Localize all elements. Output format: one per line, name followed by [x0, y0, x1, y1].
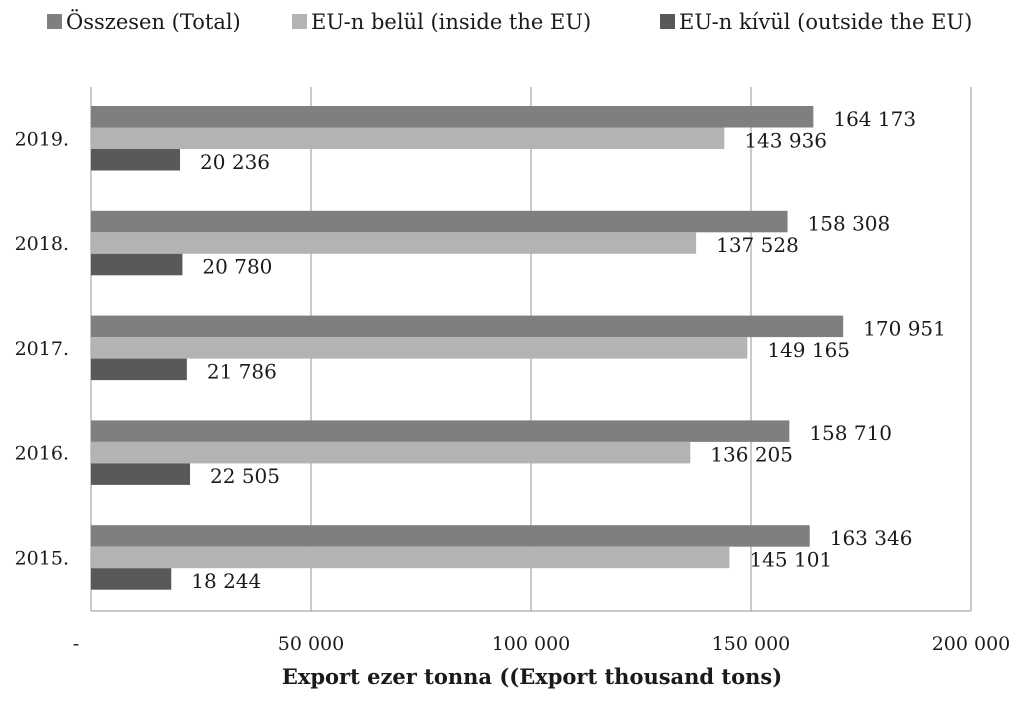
bar-2-3 [91, 253, 183, 276]
bar-5-1 [91, 525, 810, 547]
bar-4-1 [91, 420, 790, 442]
bar-3-3 [91, 358, 187, 381]
data-label-3-3: 21 786 [207, 359, 277, 383]
x-tick-label-3: 100 000 [492, 633, 571, 655]
bar-5-2 [91, 546, 730, 569]
data-label-5-1: 163 346 [830, 526, 913, 550]
legend-swatch-2 [292, 14, 307, 29]
x-tick-labels: - 50 000 100 000 150 000 200 000 [73, 633, 1011, 655]
data-label-1-2: 143 936 [744, 128, 827, 152]
data-label-4-1: 158 710 [809, 421, 892, 445]
bar-2-2 [91, 232, 697, 254]
x-tick-label-5: 200 000 [932, 633, 1011, 655]
data-label-2-2: 137 528 [716, 233, 799, 257]
bar-3-2 [91, 337, 748, 359]
bar-3-1 [91, 315, 844, 338]
legend-label-3: EU-n kívül (outside the EU) [679, 10, 972, 34]
data-label-1-1: 164 173 [833, 107, 916, 131]
data-label-5-3: 18 244 [191, 569, 261, 593]
data-label-5-2: 145 101 [749, 547, 832, 571]
legend-swatch-3 [660, 14, 675, 29]
x-tick-label-2: 50 000 [278, 633, 344, 655]
data-label-4-2: 136 205 [710, 443, 793, 467]
x-axis-title: Export ezer tonna ((Export thousand tons… [282, 664, 782, 689]
x-tick-label-4: 150 000 [712, 633, 791, 655]
category-label-4: 2016. [15, 443, 69, 465]
bar-4-3 [91, 463, 191, 485]
data-label-4-3: 22 505 [210, 464, 280, 488]
bars [91, 106, 844, 590]
data-label-3-1: 170 951 [863, 316, 946, 340]
bar-5-3 [91, 568, 172, 590]
legend-swatch-1 [47, 14, 62, 29]
data-label-1-3: 20 236 [200, 150, 270, 174]
bar-2-1 [91, 210, 788, 233]
x-tick-label-1: - [73, 633, 79, 655]
legend: Összesen (Total) EU-n belül (inside the E… [47, 9, 972, 34]
bar-4-2 [91, 441, 691, 464]
category-label-2: 2018. [15, 233, 69, 255]
category-label-1: 2019. [15, 128, 69, 150]
category-labels: 2019. 2018. 2017. 2016. 2015. [15, 128, 69, 569]
bar-1-2 [91, 127, 725, 149]
bar-1-3 [91, 149, 181, 171]
data-label-3-2: 149 165 [767, 338, 850, 362]
legend-label-2: EU-n belül (inside the EU) [311, 10, 591, 34]
legend-label-1: Összesen (Total) [66, 9, 241, 34]
data-label-2-3: 20 780 [202, 255, 272, 279]
bar-1-1 [91, 106, 814, 128]
category-label-3: 2017. [15, 338, 69, 360]
data-label-2-1: 158 308 [808, 212, 891, 236]
category-label-5: 2015. [15, 547, 69, 569]
